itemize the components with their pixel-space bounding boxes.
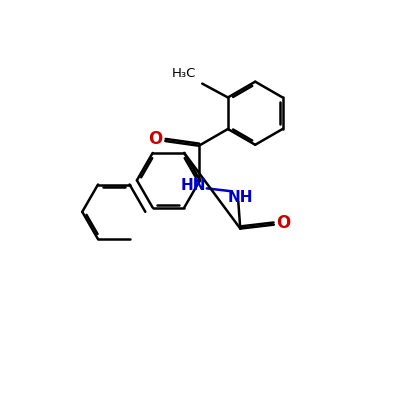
Text: H₃C: H₃C (172, 68, 196, 80)
Text: O: O (148, 130, 162, 148)
Text: NH: NH (228, 190, 253, 204)
Text: O: O (276, 214, 291, 232)
Text: HN: HN (180, 178, 206, 193)
